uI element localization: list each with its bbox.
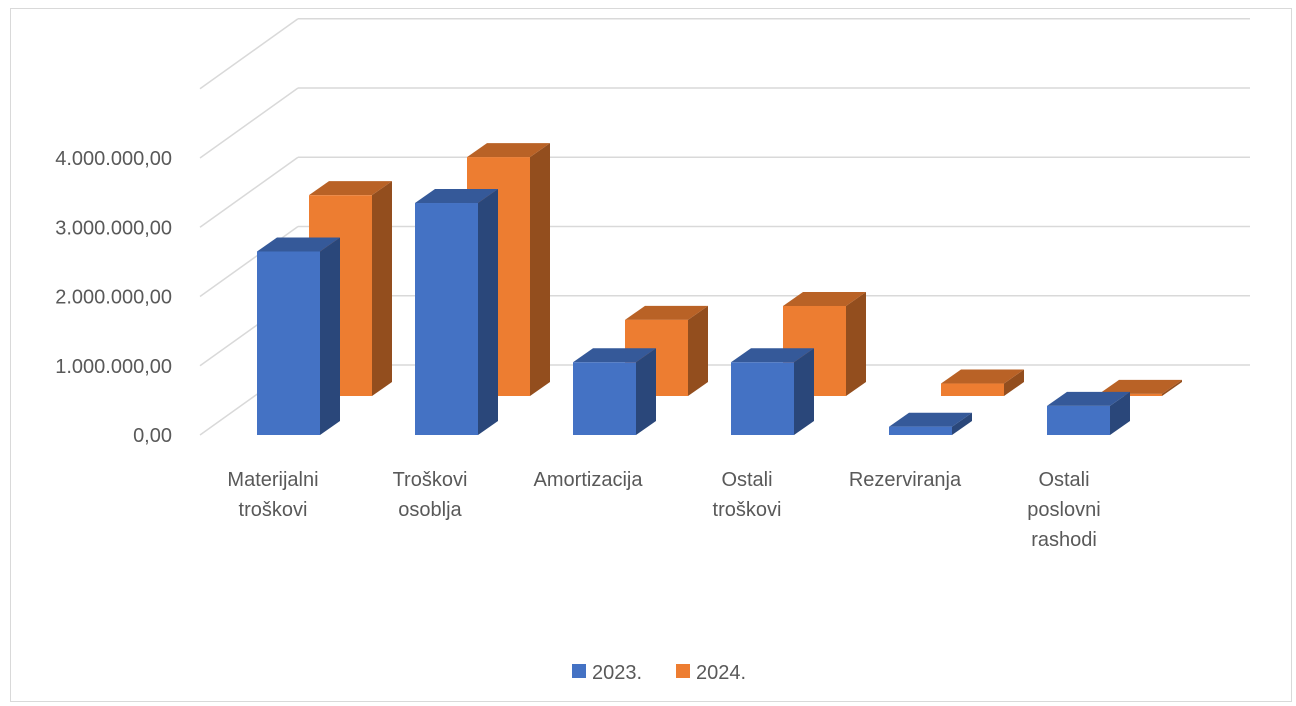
- legend-item: 2023.: [572, 662, 642, 684]
- y-tick-label: 0,00: [133, 425, 172, 447]
- y-tick-label: 4.000.000,00: [55, 148, 172, 170]
- gridline: [199, 156, 1250, 228]
- legend-swatch: [676, 664, 690, 678]
- bar: [1047, 391, 1130, 435]
- legend-swatch: [572, 664, 586, 678]
- y-tick-label: 1.000.000,00: [55, 356, 172, 378]
- legend-label: 2023.: [592, 662, 642, 684]
- y-tick-label: 2.000.000,00: [55, 287, 172, 309]
- x-tick-label: Materijalni troškovi: [227, 469, 318, 521]
- bars: [257, 143, 1182, 435]
- legend: 2023. 2024.: [572, 662, 746, 684]
- bar: [415, 189, 498, 435]
- y-tick-label: 3.000.000,00: [55, 217, 172, 239]
- x-tick-label: Rezerviranja: [849, 469, 962, 491]
- bar: [889, 412, 972, 435]
- bar: [257, 237, 340, 435]
- bar: [731, 348, 814, 435]
- x-tick-label: Ostali troškovi: [713, 469, 782, 521]
- bar: [573, 348, 656, 435]
- gridline: [199, 18, 1250, 90]
- x-tick-label: Ostali poslovni rashodi: [1027, 469, 1100, 551]
- x-tick-label: Amortizacija: [534, 469, 644, 491]
- bar: [1099, 379, 1182, 396]
- legend-label: 2024.: [696, 662, 746, 684]
- gridline: [199, 87, 1250, 159]
- x-axis-labels: Materijalni troškovi Troškovi osoblja Amorti…: [227, 469, 1100, 551]
- y-axis-ticks: 0,00 1.000.000,00 2.000.000,00 3.000.000,00…: [55, 148, 172, 447]
- bar: [941, 369, 1024, 396]
- legend-item: 2024.: [676, 662, 746, 684]
- x-tick-label: Troškovi osoblja: [393, 469, 468, 521]
